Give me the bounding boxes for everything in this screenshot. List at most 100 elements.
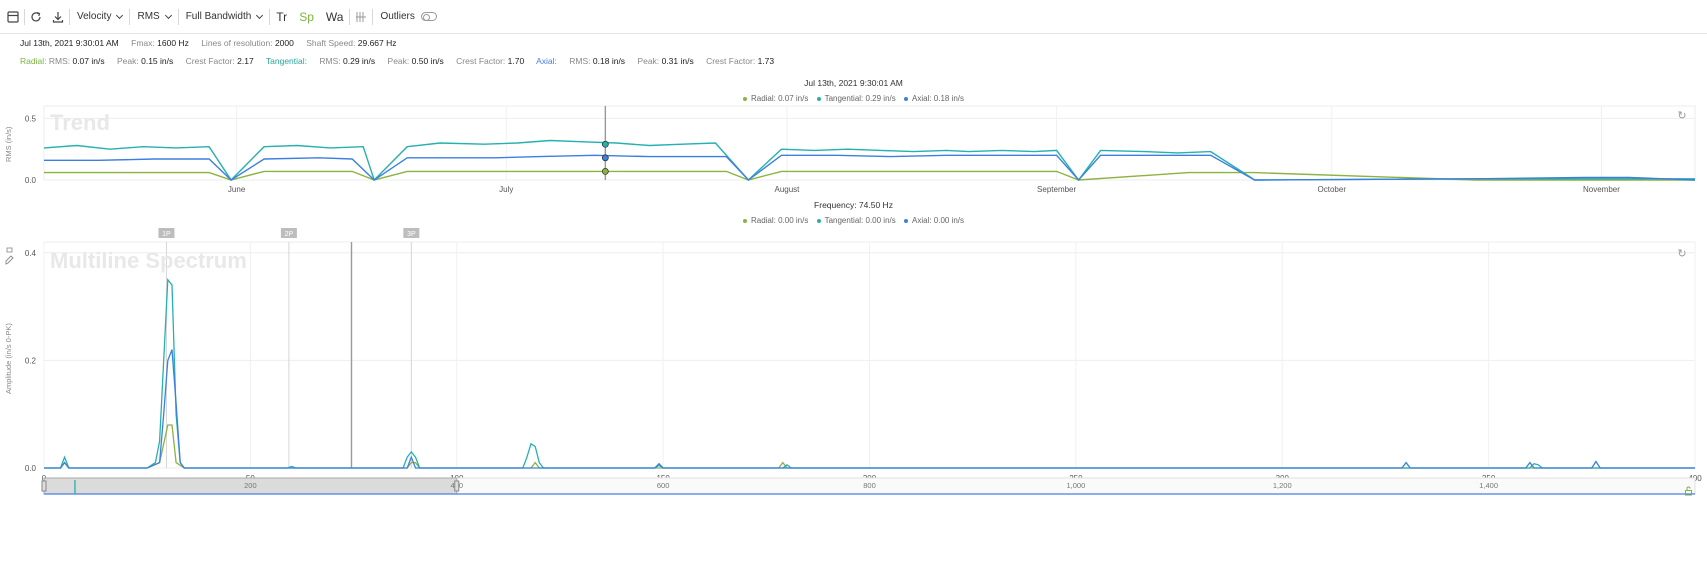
axial-name: Axial: bbox=[536, 56, 557, 66]
axial-dot-icon bbox=[903, 218, 908, 223]
tangential-cf: 1.70 bbox=[507, 56, 525, 66]
band-value: Full Bandwidth bbox=[185, 11, 252, 22]
trend-x-tick: October bbox=[1318, 185, 1347, 194]
spectrum-series-axial bbox=[44, 349, 1695, 469]
radial-dot-icon bbox=[742, 96, 747, 101]
harmonics-icon bbox=[356, 11, 367, 22]
outliers-toggle[interactable]: Outliers bbox=[373, 0, 443, 34]
refresh-button[interactable] bbox=[25, 0, 47, 34]
trend-watermark: Trend bbox=[50, 110, 110, 135]
axial-peak-label: Peak: bbox=[637, 56, 660, 66]
trend-legend: Radial: 0.07 in/s Tangential: 0.29 in/s … bbox=[0, 94, 1707, 103]
navigator-handle-left bbox=[41, 480, 47, 492]
radial-peak-label: Peak: bbox=[116, 56, 139, 66]
pencil-icon[interactable] bbox=[4, 246, 14, 266]
axial-cf-label: Crest Factor: bbox=[706, 56, 756, 66]
outliers-switch[interactable] bbox=[420, 12, 437, 21]
trend-y-tick: 0.0 bbox=[25, 176, 37, 185]
spectrum-legend-radial[interactable]: Radial: 0.00 in/s bbox=[742, 216, 809, 225]
axial-dot-icon bbox=[903, 96, 908, 101]
measurement-date: Jul 13th, 2021 9:30:01 AM bbox=[20, 38, 119, 48]
tangential-rms: 0.29 in/s bbox=[343, 56, 376, 66]
lor-label: Lines of resolution: bbox=[201, 38, 273, 48]
trend-x-tick: September bbox=[1037, 185, 1076, 194]
measurement-info: Jul 13th, 2021 9:30:01 AM Fmax: 1600 Hz … bbox=[20, 38, 397, 48]
download-button[interactable] bbox=[47, 0, 69, 34]
band-dropdown[interactable]: Full Bandwidth bbox=[179, 0, 270, 34]
axial-cf: 1.73 bbox=[757, 56, 775, 66]
trend-legend-radial[interactable]: Radial: 0.07 in/s bbox=[742, 94, 809, 103]
navigator-tick: 1,200 bbox=[1273, 481, 1292, 490]
toolbar-divider bbox=[177, 8, 179, 25]
harmonic-label: 3P bbox=[407, 231, 416, 238]
trend-reset-zoom-icon[interactable]: ↻ bbox=[1677, 110, 1687, 122]
toolbar-divider bbox=[24, 8, 25, 25]
spectrum-legend-radial-label: Radial: 0.00 in/s bbox=[750, 216, 809, 225]
spectrum-y-tick: 0.4 bbox=[25, 249, 37, 258]
shaft-speed-label: Shaft Speed: bbox=[306, 38, 356, 48]
spectrum-legend: Radial: 0.00 in/s Tangential: 0.00 in/s … bbox=[0, 216, 1707, 225]
spectrum-reset-zoom-icon[interactable]: ↻ bbox=[1677, 248, 1687, 260]
navigator-tick: 200 bbox=[244, 481, 257, 490]
trend-marker-axial bbox=[601, 154, 609, 162]
axis-metrics: Radial: RMS: 0.07 in/s Peak: 0.15 in/s C… bbox=[20, 56, 774, 66]
chevron-down-icon bbox=[256, 11, 264, 19]
lor-value: 2000 bbox=[274, 38, 294, 48]
radial-name: Radial: bbox=[20, 56, 47, 66]
spectrum-legend-axial[interactable]: Axial: 0.00 in/s bbox=[903, 216, 965, 225]
spectrum-legend-axial-label: Axial: 0.00 in/s bbox=[911, 216, 965, 225]
axial-peak: 0.31 in/s bbox=[661, 56, 694, 66]
harmonic-label: 2P bbox=[285, 231, 294, 238]
spectrum-series-tangential bbox=[44, 277, 1695, 469]
trend-series-radial bbox=[44, 170, 1695, 181]
navigator-tick: 1,400 bbox=[1479, 481, 1498, 490]
tangential-rms-label: RMS: bbox=[319, 56, 341, 66]
panel-icon bbox=[7, 10, 19, 23]
harmonic-badge-2P bbox=[280, 228, 297, 238]
spectrum-ylabel: Amplitude (in/s 0-PK) bbox=[4, 323, 13, 394]
spectrum-legend-tangential[interactable]: Tangential: 0.00 in/s bbox=[816, 216, 896, 225]
trend-marker-radial bbox=[601, 167, 609, 175]
mode-spectrum-button[interactable]: Sp bbox=[299, 9, 314, 24]
trend-chart[interactable]: 0.0 0.5 June July August September October Nove… bbox=[0, 104, 1707, 200]
fmax-label: Fmax: bbox=[131, 38, 155, 48]
toolbar-divider bbox=[269, 8, 271, 25]
axial-rms-label: RMS: bbox=[569, 56, 591, 66]
measure-dropdown[interactable]: Velocity bbox=[70, 0, 129, 34]
tangential-peak: 0.50 in/s bbox=[411, 56, 444, 66]
download-icon bbox=[52, 11, 64, 23]
axial-rms: 0.18 in/s bbox=[592, 56, 626, 66]
tangential-dot-icon bbox=[816, 218, 821, 223]
spectrum-watermark: Multiline Spectrum bbox=[50, 248, 247, 273]
navigator-tick: 800 bbox=[863, 481, 876, 490]
trend-marker-tangential bbox=[601, 140, 609, 148]
trend-x-tick: August bbox=[774, 185, 800, 194]
toolbar-divider bbox=[372, 8, 374, 25]
tangential-peak-label: Peak: bbox=[387, 56, 410, 66]
fmax-value: 1600 Hz bbox=[157, 38, 189, 48]
tangential-dot-icon bbox=[816, 96, 821, 101]
radial-dot-icon bbox=[742, 218, 747, 223]
mode-waveform-button[interactable]: Wa bbox=[325, 9, 344, 24]
spectrum-chart[interactable]: 0.00.20.4050100150200250300350400Hz1P2P3… bbox=[0, 228, 1707, 498]
trend-ylabel: RMS (in/s) bbox=[4, 126, 13, 162]
spectrum-legend-tangential-label: Tangential: 0.00 in/s bbox=[824, 216, 896, 225]
tangential-name: Tangential: bbox=[265, 56, 308, 66]
trend-x-tick: July bbox=[499, 185, 513, 194]
trend-legend-tangential-label: Tangential: 0.29 in/s bbox=[824, 94, 896, 103]
harmonic-badge-3P bbox=[403, 228, 420, 238]
navigator-tick: 1,000 bbox=[1066, 481, 1085, 490]
trend-legend-radial-label: Radial: 0.07 in/s bbox=[750, 94, 809, 103]
refresh-icon bbox=[31, 11, 41, 21]
panel-toggle-button[interactable] bbox=[2, 0, 24, 34]
lock-icon[interactable] bbox=[1684, 486, 1694, 496]
trend-legend-tangential[interactable]: Tangential: 0.29 in/s bbox=[816, 94, 896, 103]
trend-legend-axial[interactable]: Axial: 0.18 in/s bbox=[903, 94, 964, 103]
toolbar: Velocity RMS Full Bandwidth Tr Sp Wa Out… bbox=[0, 0, 1707, 34]
radial-cf-label: Crest Factor: bbox=[185, 56, 235, 66]
trend-header: Jul 13th, 2021 9:30:01 AM bbox=[804, 78, 903, 88]
navigator-handle-right bbox=[454, 480, 460, 492]
harmonics-button[interactable] bbox=[350, 0, 372, 34]
stat-dropdown[interactable]: RMS bbox=[130, 0, 177, 34]
mode-trend-button[interactable]: Tr bbox=[276, 9, 288, 24]
